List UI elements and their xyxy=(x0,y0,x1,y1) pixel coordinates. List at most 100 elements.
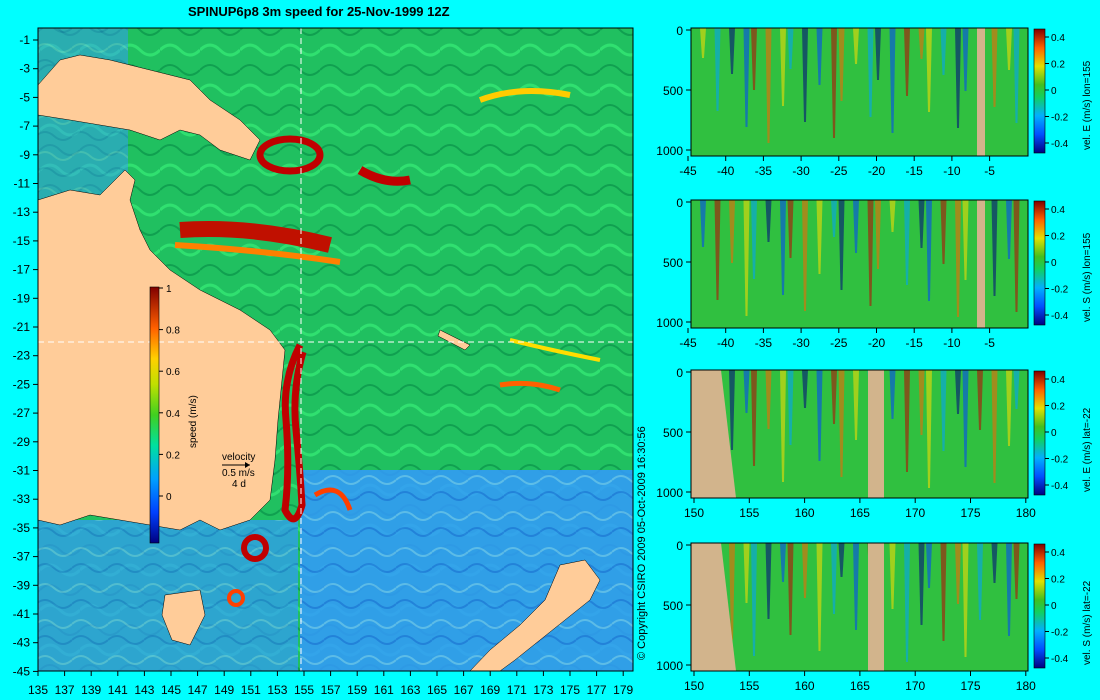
lat-tick-label: -19 xyxy=(13,291,31,305)
panel-x-tick-label: 165 xyxy=(850,506,870,520)
panel-y-tick-label: 500 xyxy=(663,599,683,613)
panel-streak xyxy=(802,28,808,122)
figure-title: SPINUP6p8 3m speed for 25-Nov-1999 12Z xyxy=(188,4,450,19)
lat-tick-label: -31 xyxy=(13,464,31,478)
panel-streak xyxy=(787,200,794,258)
panel-streak xyxy=(1013,28,1020,123)
velocity-legend-duration: 4 d xyxy=(232,479,246,490)
panel-streak xyxy=(787,370,794,445)
panel-streak xyxy=(831,28,837,138)
panel-streak xyxy=(751,543,757,656)
panel-colorbar-label: vel. E (m/s) lat=-22 xyxy=(1082,407,1093,492)
velocity-legend-title: velocity xyxy=(222,452,255,463)
panel-x-tick-label: 165 xyxy=(850,679,870,693)
panel-streak xyxy=(867,28,874,117)
panel-streak xyxy=(875,28,881,80)
jet-east xyxy=(499,380,561,393)
panel-streak xyxy=(751,200,757,279)
panel-streak xyxy=(889,200,896,232)
panel-x-tick-label: 150 xyxy=(684,679,704,693)
panel-colorbar-tick-label: 0.2 xyxy=(1051,402,1065,413)
lon-tick-label: 143 xyxy=(134,683,154,697)
map-frame xyxy=(37,27,634,672)
panel-streak xyxy=(940,200,947,264)
panel-colorbar-tick-label: 0 xyxy=(1051,258,1057,269)
panel-streak xyxy=(1013,370,1020,409)
panel-colorbar-tick-label: -0.2 xyxy=(1051,628,1069,639)
panel-y-tick-label: 1000 xyxy=(656,659,683,673)
speed-colorbar-tick-label: 0.2 xyxy=(166,450,180,461)
panel-x-tick-label: 170 xyxy=(905,506,925,520)
panel-streak xyxy=(940,28,947,75)
panel-streak xyxy=(977,370,983,430)
panel-streak xyxy=(816,370,823,461)
panel-x-tick-label: 180 xyxy=(1016,506,1036,520)
panel-colorbar-label: vel. S (m/s) lon=155 xyxy=(1082,232,1093,322)
lon-tick-label: 171 xyxy=(507,683,527,697)
panel-colorbar-label: vel. S (m/s) lat=-22 xyxy=(1082,580,1093,665)
panel-mask xyxy=(868,370,884,498)
lon-tick-label: 135 xyxy=(28,683,48,697)
lon-tick-label: 167 xyxy=(454,683,474,697)
panel-x-tick-label: 175 xyxy=(960,506,980,520)
map-lon-axis: 135 137 139 141 143 145 147 149 151 153 155 157 159 1… xyxy=(28,671,634,697)
panel-streak xyxy=(904,370,910,472)
panel-x-tick-label: -25 xyxy=(830,336,848,350)
panel-colorbar-tick-label: 0.2 xyxy=(1051,232,1065,243)
panel-streak xyxy=(1013,200,1020,312)
panel-y-tick-label: 1000 xyxy=(656,144,683,158)
lon-tick-label: 163 xyxy=(400,683,420,697)
panel-y-tick-label: 0 xyxy=(676,24,683,38)
lon-tick-label: 179 xyxy=(613,683,633,697)
panel-streak xyxy=(889,28,896,133)
jet-coral-sea xyxy=(179,221,332,253)
panel-streak xyxy=(743,370,750,413)
panel-streak xyxy=(991,28,998,107)
eddy-tasman xyxy=(313,487,353,511)
panel-streak xyxy=(889,370,896,419)
panel-streak xyxy=(955,370,961,414)
panel-x-tick-label: 180 xyxy=(1016,679,1036,693)
panel-streak xyxy=(904,543,910,662)
lat-tick-label: -35 xyxy=(13,521,31,535)
panel-mask xyxy=(868,543,884,671)
east-australian-current xyxy=(281,343,307,523)
panel-y-tick-label: 500 xyxy=(663,426,683,440)
lon-tick-label: 137 xyxy=(55,683,75,697)
lon-tick-label: 151 xyxy=(241,683,261,697)
map-lat-axis: -1 -3 -5 -7 -9 -11 -13 -15 -17 -19 -21 -23 -25 -27 -29… xyxy=(13,33,38,678)
panel-streak xyxy=(831,543,837,614)
panel-streak xyxy=(838,370,845,477)
speed-colorbar-tick-label: 0.6 xyxy=(166,367,180,378)
eddy-ring-small xyxy=(227,589,245,607)
panel-y-tick-label: 0 xyxy=(676,366,683,380)
panel-streak xyxy=(765,370,772,429)
panel-streak xyxy=(955,543,961,604)
panel-streak xyxy=(955,28,961,128)
lon-tick-label: 149 xyxy=(214,683,234,697)
lat-tick-label: -7 xyxy=(19,119,30,133)
panel-colorbar-tick-label: 0 xyxy=(1051,601,1057,612)
panel-y-tick-label: 0 xyxy=(676,196,683,210)
panel-streak xyxy=(955,200,961,317)
panel-streak xyxy=(743,28,750,127)
panel-colorbar-tick-label: 0 xyxy=(1051,86,1057,97)
panel-y-tick-label: 500 xyxy=(663,84,683,98)
panel-streak xyxy=(962,543,969,657)
panel-streak xyxy=(743,543,750,603)
panel-colorbar-tick-label: -0.2 xyxy=(1051,455,1069,466)
panel-x-tick-label: -10 xyxy=(943,336,961,350)
panel-x-tick-label: 150 xyxy=(684,506,704,520)
panel-colorbar-tick-label: 0 xyxy=(1051,428,1057,439)
lon-tick-label: 173 xyxy=(533,683,553,697)
panel-mask-coast xyxy=(691,370,736,498)
panel-streak xyxy=(926,370,932,488)
panel-streak xyxy=(802,200,808,311)
speed-colorbar-ticks: 1 0.8 0.6 0.4 0.2 0 xyxy=(159,284,180,503)
eddy-coral-sea-north xyxy=(256,135,324,175)
panel-streak xyxy=(743,200,750,316)
lat-tick-label: -43 xyxy=(13,636,31,650)
panel-streak xyxy=(729,200,735,263)
lat-tick-label: -15 xyxy=(13,234,31,248)
